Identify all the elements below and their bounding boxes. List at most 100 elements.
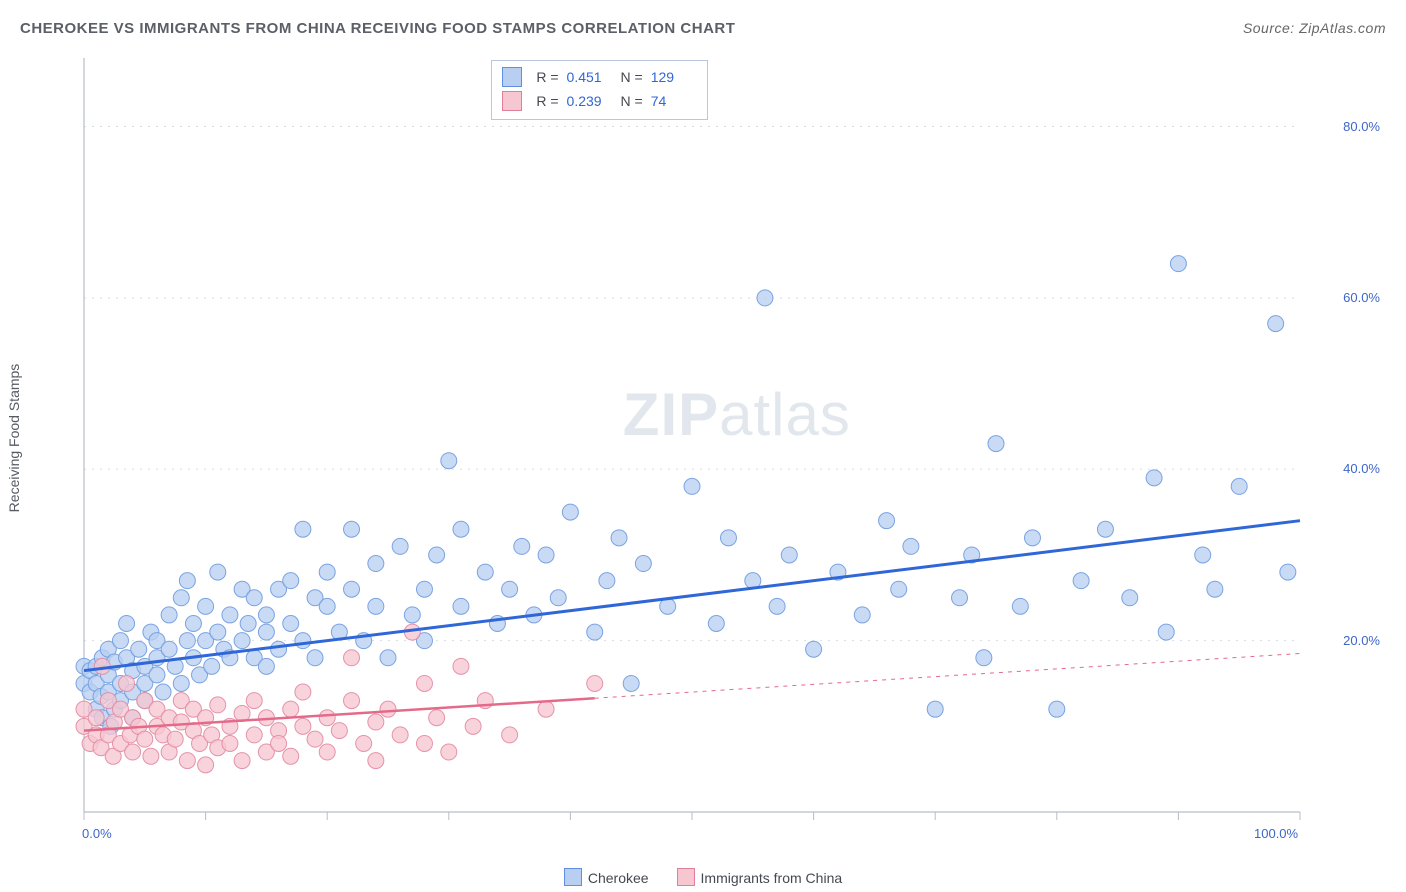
data-point bbox=[246, 693, 262, 709]
data-point bbox=[1231, 478, 1247, 494]
data-point bbox=[380, 701, 396, 717]
data-point bbox=[1280, 564, 1296, 580]
data-point bbox=[222, 607, 238, 623]
data-point bbox=[319, 564, 335, 580]
data-point bbox=[210, 564, 226, 580]
data-point bbox=[344, 521, 360, 537]
data-point bbox=[514, 538, 530, 554]
data-point bbox=[502, 727, 518, 743]
data-point bbox=[344, 693, 360, 709]
data-point bbox=[125, 744, 141, 760]
data-point bbox=[295, 684, 311, 700]
data-point bbox=[769, 598, 785, 614]
legend-item: Immigrants from China bbox=[677, 868, 843, 886]
data-point bbox=[903, 538, 919, 554]
scatter-plot-svg bbox=[50, 58, 1386, 864]
data-point bbox=[927, 701, 943, 717]
data-point bbox=[465, 718, 481, 734]
legend-stat-row: R =0.451 N =129 bbox=[502, 65, 696, 89]
data-point bbox=[222, 735, 238, 751]
data-point bbox=[131, 641, 147, 657]
data-point bbox=[587, 624, 603, 640]
data-point bbox=[538, 701, 554, 717]
data-point bbox=[283, 748, 299, 764]
data-point bbox=[344, 650, 360, 666]
data-point bbox=[295, 521, 311, 537]
data-point bbox=[988, 436, 1004, 452]
data-point bbox=[392, 538, 408, 554]
data-point bbox=[258, 624, 274, 640]
data-point bbox=[1012, 598, 1028, 614]
data-point bbox=[502, 581, 518, 597]
x-tick-label: 100.0% bbox=[1254, 826, 1298, 841]
data-point bbox=[258, 607, 274, 623]
data-point bbox=[198, 757, 214, 773]
data-point bbox=[976, 650, 992, 666]
legend-stat-row: R =0.239 N = 74 bbox=[502, 89, 696, 113]
data-point bbox=[720, 530, 736, 546]
data-point bbox=[161, 607, 177, 623]
data-point bbox=[240, 616, 256, 632]
data-point bbox=[119, 675, 135, 691]
data-point bbox=[684, 478, 700, 494]
data-point bbox=[757, 290, 773, 306]
data-point bbox=[477, 564, 493, 580]
data-point bbox=[295, 633, 311, 649]
data-point bbox=[179, 633, 195, 649]
data-point bbox=[429, 710, 445, 726]
legend-swatch bbox=[677, 868, 695, 886]
data-point bbox=[331, 723, 347, 739]
y-axis-title: Receiving Food Stamps bbox=[6, 289, 22, 438]
data-point bbox=[781, 547, 797, 563]
data-point bbox=[173, 675, 189, 691]
regression-line-extrapolated bbox=[595, 653, 1300, 698]
legend-swatch bbox=[502, 91, 522, 111]
data-point bbox=[246, 590, 262, 606]
correlation-legend-box: R =0.451 N =129 R =0.239 N = 74 bbox=[491, 60, 707, 120]
data-point bbox=[368, 753, 384, 769]
y-tick-label: 40.0% bbox=[1343, 461, 1380, 476]
data-point bbox=[1097, 521, 1113, 537]
data-point bbox=[271, 641, 287, 657]
data-point bbox=[1122, 590, 1138, 606]
data-point bbox=[88, 710, 104, 726]
data-point bbox=[179, 573, 195, 589]
data-point bbox=[283, 616, 299, 632]
data-point bbox=[319, 744, 335, 760]
data-point bbox=[1024, 530, 1040, 546]
data-point bbox=[441, 744, 457, 760]
data-point bbox=[307, 731, 323, 747]
data-point bbox=[611, 530, 627, 546]
data-point bbox=[210, 697, 226, 713]
data-point bbox=[161, 641, 177, 657]
data-point bbox=[167, 731, 183, 747]
data-point bbox=[404, 607, 420, 623]
data-point bbox=[344, 581, 360, 597]
data-point bbox=[1146, 470, 1162, 486]
data-point bbox=[1207, 581, 1223, 597]
data-point bbox=[198, 598, 214, 614]
data-point bbox=[879, 513, 895, 529]
data-point bbox=[453, 598, 469, 614]
data-point bbox=[635, 556, 651, 572]
data-point bbox=[854, 607, 870, 623]
data-point bbox=[1170, 256, 1186, 272]
data-point bbox=[599, 573, 615, 589]
plot-area: ZIPatlas R =0.451 N =129 R =0.239 N = 74… bbox=[50, 58, 1386, 864]
data-point bbox=[283, 573, 299, 589]
data-point bbox=[380, 650, 396, 666]
data-point bbox=[283, 701, 299, 717]
data-point bbox=[416, 675, 432, 691]
legend-swatch bbox=[564, 868, 582, 886]
data-point bbox=[137, 731, 153, 747]
data-point bbox=[368, 556, 384, 572]
data-point bbox=[149, 667, 165, 683]
y-tick-label: 60.0% bbox=[1343, 290, 1380, 305]
data-point bbox=[550, 590, 566, 606]
data-point bbox=[319, 710, 335, 726]
data-point bbox=[562, 504, 578, 520]
data-point bbox=[112, 633, 128, 649]
data-point bbox=[1195, 547, 1211, 563]
data-point bbox=[1268, 316, 1284, 332]
data-point bbox=[204, 658, 220, 674]
